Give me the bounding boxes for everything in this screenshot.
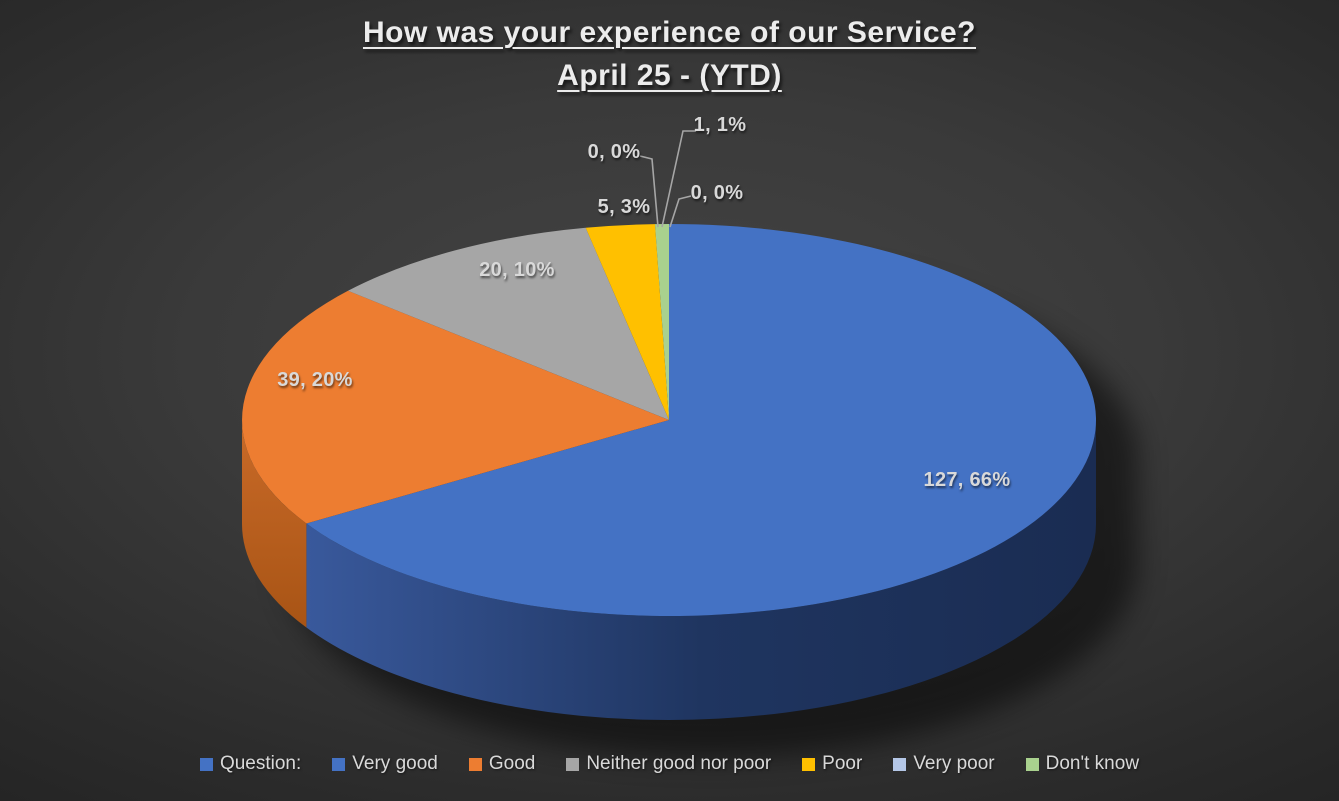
legend-label: Question: — [219, 753, 302, 774]
chart-title-line2: April 25 - (YTD) — [557, 59, 782, 92]
legend-label: Very good — [352, 753, 438, 774]
legend-item-very-good[interactable]: Very good — [332, 753, 438, 775]
legend-label: Good — [488, 753, 536, 774]
data-label-good: 39, 20% — [277, 369, 353, 391]
label-leader-line-question — [669, 195, 692, 228]
legend-item-don-t-know[interactable]: Don't know — [1025, 753, 1140, 775]
legend-label: Neither good nor poor — [586, 753, 772, 774]
legend-swatch-don-t-know — [1025, 757, 1039, 771]
legend-label: Don't know — [1045, 753, 1140, 774]
legend-item-neither-good-nor-poor[interactable]: Neither good nor poor — [566, 753, 771, 775]
chart-title: How was your experience of our Service? … — [0, 16, 1339, 102]
legend-label: Very poor — [913, 753, 995, 774]
data-label-don-t-know: 1, 1% — [694, 114, 747, 136]
legend-swatch-neither-good-nor-poor — [566, 757, 580, 771]
chart-title-line1: How was your experience of our Service? — [362, 16, 977, 49]
data-label-very-poor: 0, 0% — [588, 141, 641, 163]
label-leader-line-don-t-know — [661, 130, 696, 228]
legend: Question: Very good Good Neither good nor p… — [0, 753, 1339, 775]
legend-swatch-good — [468, 757, 482, 771]
pie-slice-poor[interactable] — [585, 224, 669, 420]
pie-slice-side-good[interactable] — [242, 420, 307, 628]
pie-slice-very-good[interactable] — [306, 224, 1097, 616]
legend-swatch-very-poor — [893, 757, 907, 771]
legend-item-poor[interactable]: Poor — [802, 753, 862, 775]
legend-label: Poor — [822, 753, 863, 774]
legend-item-question[interactable]: Question: — [199, 753, 302, 775]
data-label-poor: 5, 3% — [598, 196, 651, 218]
legend-swatch-very-good — [332, 757, 346, 771]
data-label-very-good: 127, 66% — [924, 469, 1011, 491]
legend-swatch-question — [199, 757, 213, 771]
pie-slice-don-t-know[interactable] — [655, 223, 669, 420]
label-leader-line-very-poor — [639, 155, 659, 228]
pie-slice-side-very-good[interactable] — [306, 420, 1096, 720]
data-label-neither-good-nor-poor: 20, 10% — [479, 259, 555, 281]
legend-item-good[interactable]: Good — [468, 753, 536, 775]
pie-slice-neither-good-nor-poor[interactable] — [348, 227, 669, 420]
legend-item-very-poor[interactable]: Very poor — [893, 753, 995, 775]
legend-swatch-poor — [802, 757, 816, 771]
data-label-question: 0, 0% — [691, 182, 744, 204]
pie-slice-good[interactable] — [242, 290, 670, 524]
